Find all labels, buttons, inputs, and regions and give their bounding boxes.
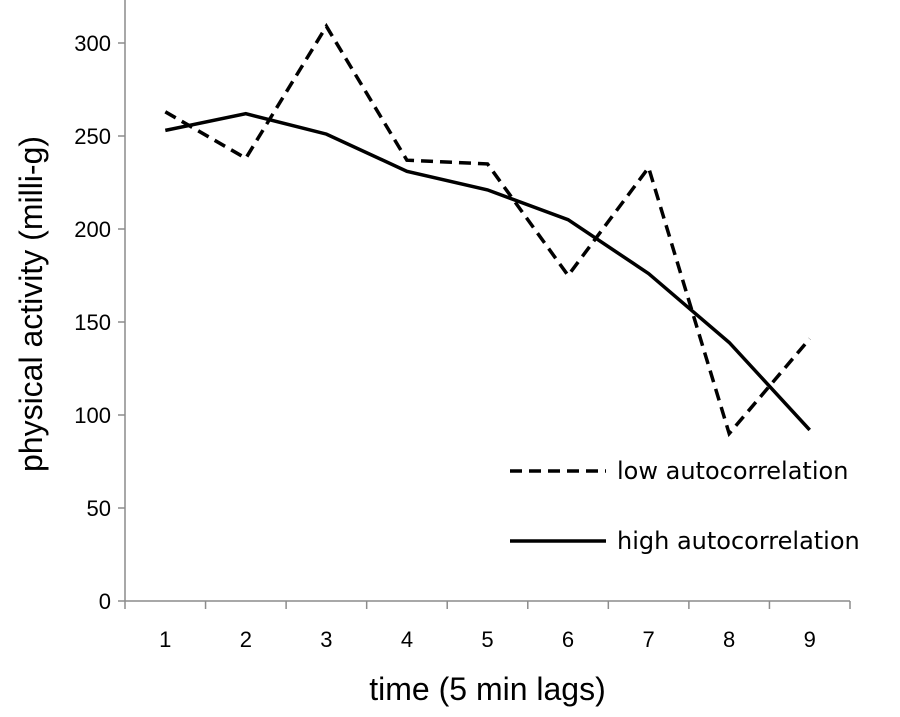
x-tick-label: 2	[240, 627, 252, 652]
y-tick-label: 0	[99, 589, 111, 614]
legend-label: low autocorrelation	[617, 457, 848, 485]
y-axis: 0 50 100 150 200 250 300	[74, 0, 126, 614]
series-group	[164, 22, 812, 438]
x-tick-label: 3	[320, 627, 332, 652]
series-line-high-autocorrelation	[164, 111, 811, 432]
series-line-low-autocorrelation	[164, 22, 812, 438]
x-tick-label: 9	[804, 627, 816, 652]
x-axis-title: time (5 min lags)	[369, 671, 606, 707]
x-tick-label: 5	[481, 627, 493, 652]
x-tick-label: 6	[562, 627, 574, 652]
x-tick-label: 8	[723, 627, 735, 652]
y-tick-label: 50	[87, 496, 111, 521]
y-tick-label: 300	[74, 31, 111, 56]
y-tick-label: 200	[74, 217, 111, 242]
y-tick-label: 150	[74, 310, 111, 335]
legend: low autocorrelation high autocorrelation	[510, 457, 860, 555]
legend-label: high autocorrelation	[617, 527, 860, 555]
x-tick-label: 7	[642, 627, 654, 652]
x-axis: 1 2 3 4 5 6 7 8 9	[124, 600, 851, 652]
y-tick-label: 250	[74, 124, 111, 149]
y-axis-title: physical activity (milli-g)	[13, 136, 49, 472]
x-tick-label: 4	[401, 627, 413, 652]
y-tick-label: 100	[74, 403, 111, 428]
x-tick-label: 1	[159, 627, 171, 652]
